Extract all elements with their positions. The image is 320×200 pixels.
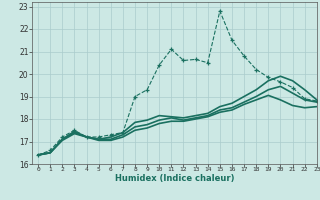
X-axis label: Humidex (Indice chaleur): Humidex (Indice chaleur) xyxy=(115,174,234,183)
